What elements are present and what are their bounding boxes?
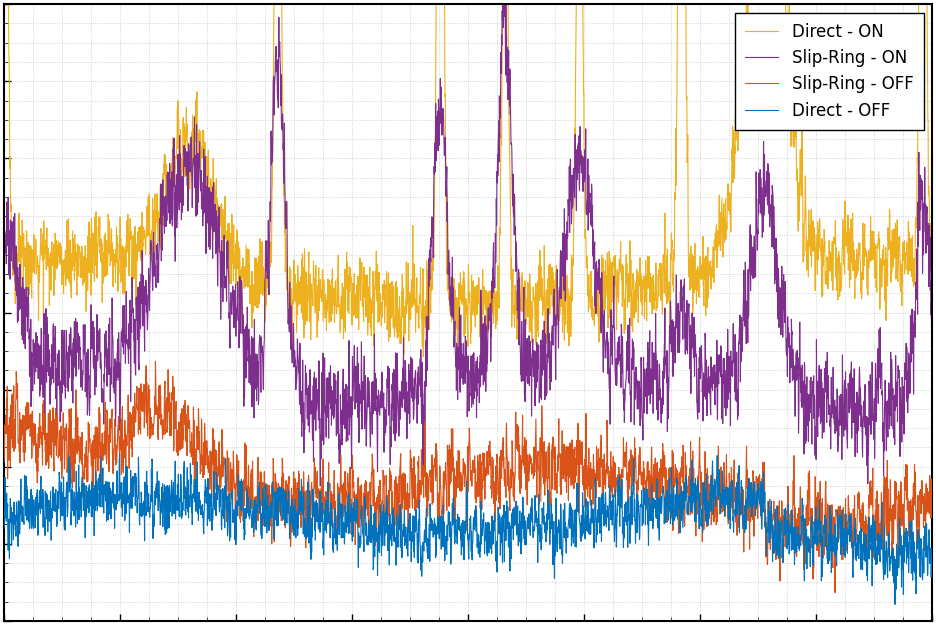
Legend: Direct - ON, Slip-Ring - ON, Slip-Ring - OFF, Direct - OFF: Direct - ON, Slip-Ring - ON, Slip-Ring -… bbox=[735, 12, 924, 129]
Slip-Ring - ON bbox=[809, 391, 820, 399]
Direct - OFF bbox=[909, 548, 920, 555]
Slip-Ring - ON bbox=[0, 202, 9, 210]
Direct - ON bbox=[417, 353, 429, 361]
Slip-Ring - ON bbox=[314, 482, 326, 490]
Line: Slip-Ring - ON: Slip-Ring - ON bbox=[4, 0, 932, 486]
Slip-Ring - OFF bbox=[809, 537, 820, 544]
Direct - ON bbox=[355, 261, 366, 269]
Direct - OFF bbox=[927, 570, 936, 578]
Slip-Ring - OFF bbox=[150, 357, 161, 365]
Direct - ON bbox=[395, 323, 406, 331]
Slip-Ring - ON bbox=[159, 195, 170, 202]
Slip-Ring - OFF bbox=[927, 511, 936, 519]
Slip-Ring - OFF bbox=[355, 482, 366, 489]
Slip-Ring - OFF bbox=[0, 458, 9, 466]
Direct - OFF bbox=[0, 524, 9, 532]
Line: Direct - OFF: Direct - OFF bbox=[4, 454, 932, 604]
Direct - OFF bbox=[114, 450, 125, 458]
Direct - ON bbox=[809, 224, 820, 231]
Direct - OFF bbox=[809, 518, 820, 526]
Slip-Ring - ON bbox=[355, 397, 366, 404]
Slip-Ring - ON bbox=[909, 319, 920, 327]
Direct - ON bbox=[927, 248, 936, 256]
Slip-Ring - ON bbox=[927, 314, 936, 322]
Direct - OFF bbox=[104, 511, 115, 518]
Line: Direct - ON: Direct - ON bbox=[4, 0, 932, 357]
Direct - ON bbox=[105, 262, 116, 269]
Slip-Ring - OFF bbox=[395, 454, 406, 462]
Direct - OFF bbox=[889, 601, 900, 608]
Direct - OFF bbox=[395, 543, 406, 551]
Slip-Ring - OFF bbox=[104, 415, 115, 422]
Direct - OFF bbox=[355, 532, 366, 540]
Slip-Ring - OFF bbox=[160, 414, 171, 421]
Slip-Ring - OFF bbox=[909, 501, 920, 509]
Direct - ON bbox=[909, 254, 920, 262]
Direct - ON bbox=[160, 151, 171, 159]
Slip-Ring - ON bbox=[104, 352, 115, 360]
Direct - OFF bbox=[160, 531, 171, 538]
Slip-Ring - ON bbox=[395, 412, 406, 420]
Slip-Ring - OFF bbox=[829, 589, 841, 596]
Line: Slip-Ring - OFF: Slip-Ring - OFF bbox=[4, 361, 932, 592]
